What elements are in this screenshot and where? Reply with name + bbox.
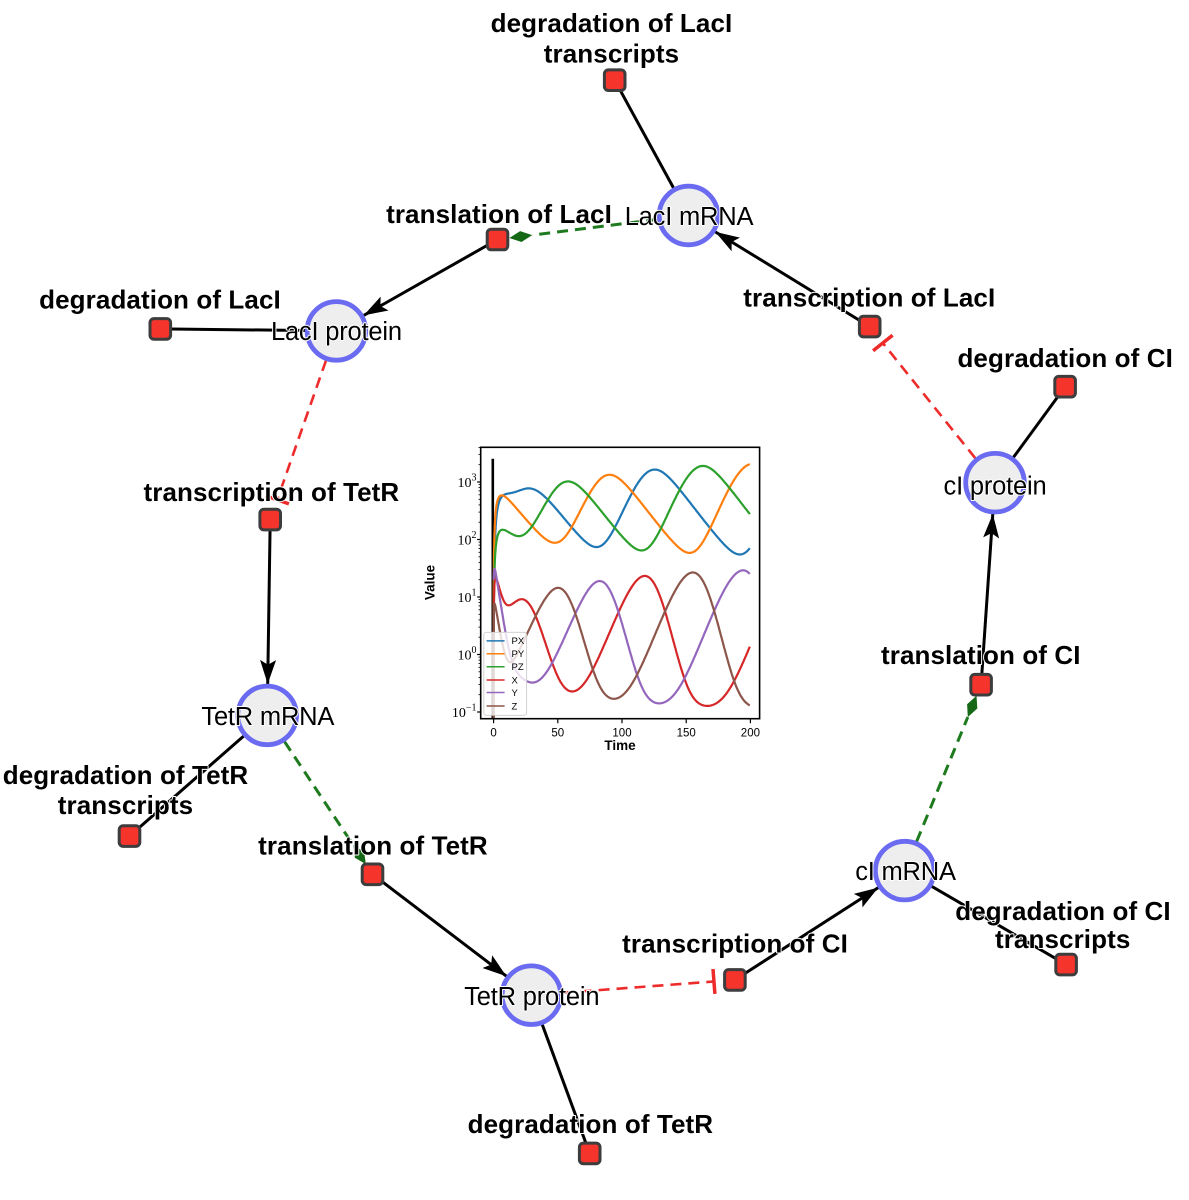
svg-text:transcripts: transcripts (544, 39, 679, 69)
svg-text:degradation of LacI: degradation of LacI (39, 284, 281, 314)
svg-text:cI protein: cI protein (944, 472, 1047, 500)
svg-text:degradation of CI: degradation of CI (957, 343, 1172, 373)
svg-text:degradation of TetR: degradation of TetR (3, 760, 249, 790)
svg-text:150: 150 (677, 728, 696, 740)
svg-text:100: 100 (612, 728, 631, 740)
svg-text:transcription of TetR: transcription of TetR (143, 477, 399, 507)
svg-text:transcription of CI: transcription of CI (622, 929, 848, 959)
svg-text:transcripts: transcripts (58, 790, 193, 820)
svg-text:PX: PX (512, 636, 525, 647)
svg-text:degradation of CI: degradation of CI (955, 896, 1170, 926)
svg-text:translation of LacI: translation of LacI (386, 199, 612, 229)
svg-text:0: 0 (490, 728, 496, 740)
svg-text:translation of TetR: translation of TetR (258, 831, 488, 861)
svg-text:PZ: PZ (512, 662, 524, 673)
svg-text:transcription of LacI: transcription of LacI (743, 283, 995, 313)
svg-text:TetR mRNA: TetR mRNA (201, 703, 334, 731)
svg-text:PY: PY (512, 649, 525, 660)
svg-text:transcripts: transcripts (995, 924, 1130, 954)
svg-text:50: 50 (551, 728, 564, 740)
svg-text:degradation of LacI: degradation of LacI (491, 8, 733, 38)
svg-text:Y: Y (512, 688, 519, 699)
svg-text:X: X (512, 675, 519, 686)
svg-text:cI mRNA: cI mRNA (855, 858, 956, 886)
svg-text:200: 200 (741, 728, 760, 740)
svg-text:LacI mRNA: LacI mRNA (625, 203, 754, 231)
svg-text:degradation of TetR: degradation of TetR (468, 1109, 714, 1139)
svg-text:TetR protein: TetR protein (464, 983, 599, 1011)
svg-text:Time: Time (604, 738, 636, 753)
svg-text:LacI protein: LacI protein (271, 318, 402, 346)
svg-text:Z: Z (512, 701, 518, 712)
svg-text:translation of CI: translation of CI (881, 640, 1081, 670)
svg-text:Value: Value (423, 564, 438, 600)
